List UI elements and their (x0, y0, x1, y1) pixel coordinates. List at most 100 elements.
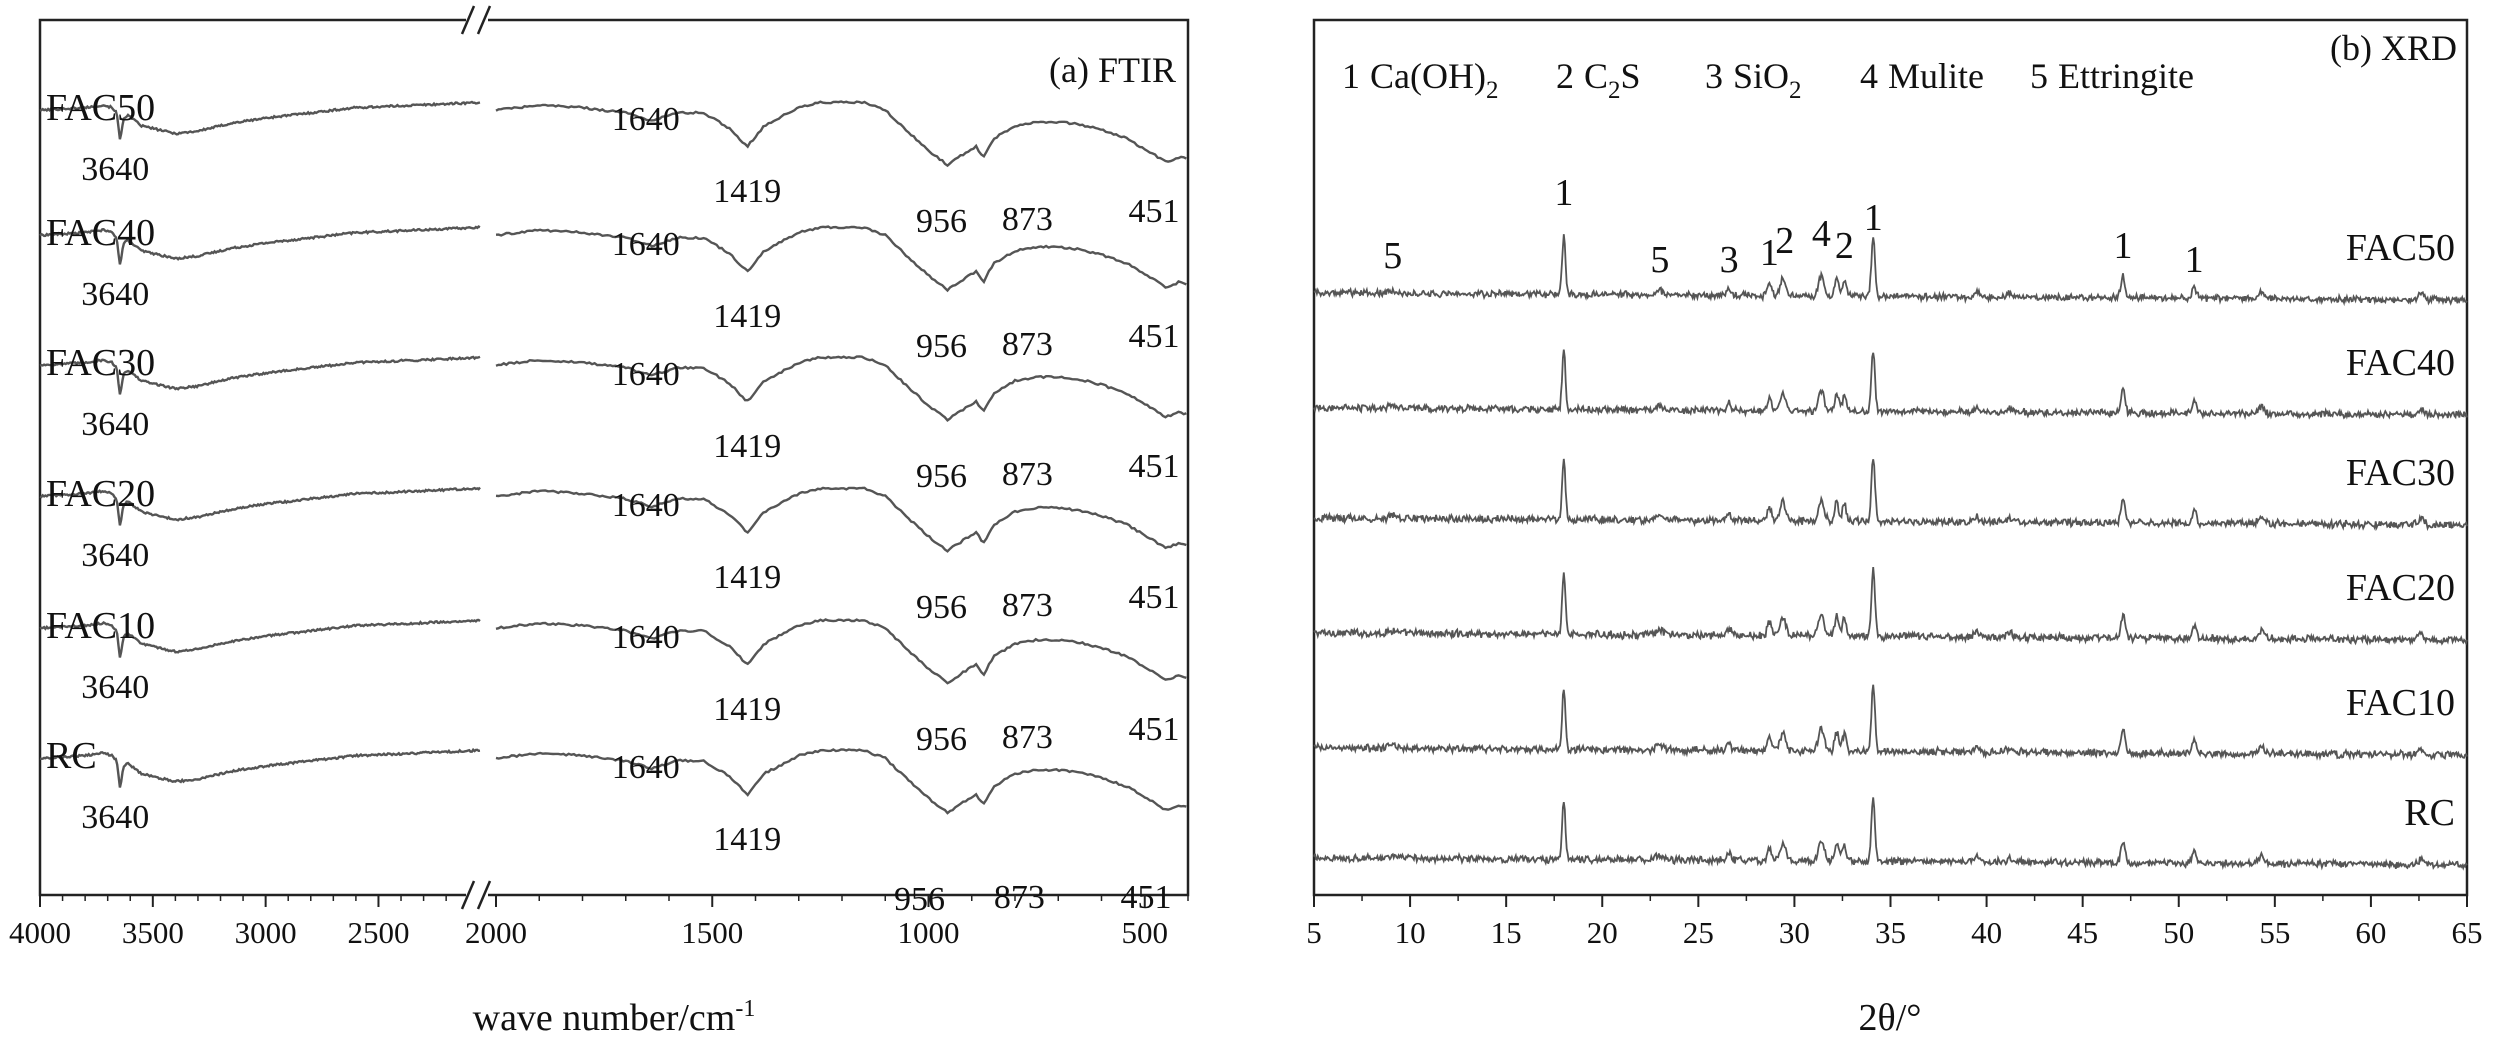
xrd-x-tick-label-15: 15 (1491, 915, 1522, 950)
ftir-axis-break-mark (476, 880, 492, 910)
xrd-legend-item-2: 2 C2S (1556, 56, 1641, 104)
xrd-peak-marker-5: 5 (1383, 235, 1402, 277)
xrd-peak-marker-1: 1 (1554, 172, 1573, 214)
ftir-curve-fac50-seg2 (495, 100, 1187, 168)
ftir-curve-fac40-seg1 (39, 225, 481, 265)
ftir-peak-label-fac10-956: 956 (916, 721, 967, 758)
ftir-series-label-fac50: FAC50 (46, 87, 155, 129)
ftir-axis-break-mark (476, 5, 492, 35)
ftir-series-label-fac20: FAC20 (46, 473, 155, 515)
ftir-curve-fac10-seg2 (495, 618, 1187, 685)
xrd-peak-marker-3: 3 (1720, 239, 1739, 281)
ftir-curve-fac40-seg2 (495, 225, 1187, 293)
ftir-x-tick-label-4000: 4000 (9, 915, 71, 950)
ftir-x-tick-label-2500: 2500 (347, 915, 409, 950)
xrd-x-tick-label-35: 35 (1875, 915, 1906, 950)
xrd-legend-number: 5 (2030, 56, 2048, 96)
xrd-x-axis: 5 10 15 20 25 30 35 40 45 50 55 60 65 (1306, 895, 2483, 950)
xrd-peak-marker-2: 2 (1775, 220, 1794, 262)
ftir-series-label-rc: RC (46, 735, 97, 777)
ftir-plot-frame (38, 18, 1190, 897)
xrd-legend-item-1: 1 Ca(OH)2 (1342, 56, 1498, 104)
ftir-series-label-fac40: FAC40 (46, 212, 155, 254)
ftir-peak-label-fac20-873: 873 (1002, 587, 1053, 624)
xrd-legend-subscript: 2 (1486, 77, 1499, 104)
xrd-legend-number: 2 (1556, 56, 1574, 96)
xrd-peak-marker-4: 4 (1812, 213, 1831, 255)
ftir-curve-fac10-seg1 (39, 618, 481, 658)
ftir-axis-break-mark (460, 5, 476, 35)
xrd-curve-fac30 (1313, 458, 2468, 532)
xrd-legend-number: 1 (1342, 56, 1360, 96)
xrd-series-label-fac50: FAC50 (2346, 227, 2455, 269)
ftir-peak-label-rc-1419: 1419 (713, 821, 781, 858)
xrd-curve-fac40 (1313, 349, 2468, 421)
ftir-peak-label-fac50-1419: 1419 (713, 173, 781, 210)
xrd-x-tick-label-25: 25 (1683, 915, 1714, 950)
ftir-x-tick-label-1500: 1500 (681, 915, 743, 950)
xrd-peak-marker-5: 5 (1650, 239, 1669, 281)
ftir-peak-label-fac20-451: 451 (1128, 579, 1179, 616)
xrd-legend-tail: S (1621, 56, 1641, 96)
ftir-peak-label-fac30-956: 956 (916, 458, 967, 495)
ftir-peak-label-fac10-1419: 1419 (713, 691, 781, 728)
ftir-peak-label-rc-873: 873 (994, 879, 1045, 916)
xrd-x-tick-label-20: 20 (1587, 915, 1618, 950)
ftir-panel-title: (a) FTIR (1049, 50, 1176, 90)
ftir-peak-label-fac50-956: 956 (916, 203, 967, 240)
ftir-peak-label-rc-1640: 1640 (612, 749, 680, 786)
ftir-x-tick-label-500: 500 (1122, 915, 1169, 950)
xrd-series-label-rc: RC (2404, 792, 2455, 834)
xrd-legend-item-5: 5 Ettringite (2030, 56, 2194, 96)
xrd-series-label-fac20: FAC20 (2346, 567, 2455, 609)
xrd-curve-fac20 (1313, 567, 2468, 646)
ftir-curve-fac30-seg2 (495, 355, 1187, 423)
xrd-plot-frame (1312, 18, 2469, 897)
ftir-peak-label-fac40-873: 873 (1002, 326, 1053, 363)
ftir-curve-rc-seg2 (495, 748, 1187, 815)
xrd-x-tick-label-40: 40 (1971, 915, 2002, 950)
ftir-x-tick-label-3500: 3500 (122, 915, 184, 950)
xrd-legend-name: SiO (1733, 56, 1789, 96)
ftir-peak-label-rc-956: 956 (894, 881, 945, 918)
ftir-peak-label-fac10-873: 873 (1002, 719, 1053, 756)
xrd-x-tick-label-50: 50 (2163, 915, 2194, 950)
xrd-legend-name: C (1584, 56, 1608, 96)
ftir-peak-label-rc-451: 451 (1120, 879, 1171, 916)
ftir-panel: FAC50 3640 1640 1419 956 873 451 FAC40 3640 1640 1… (9, 5, 1190, 1039)
xrd-curve-fac10 (1313, 684, 2468, 762)
ftir-curve-fac30-seg1 (39, 355, 481, 395)
ftir-peak-label-fac40-1419: 1419 (713, 298, 781, 335)
ftir-peak-label-fac20-3640: 3640 (81, 537, 149, 574)
ftir-x-axis-title-sup: -1 (735, 996, 755, 1022)
xrd-legend-name: Mulite (1888, 56, 1984, 96)
xrd-curve-rc (1313, 797, 2468, 871)
ftir-x-axis-title-base: wave number/cm (473, 997, 736, 1039)
ftir-peak-label-fac30-1419: 1419 (713, 428, 781, 465)
ftir-x-axis-title: wave number/cm-1 (473, 996, 756, 1039)
ftir-peak-label-fac20-1640: 1640 (612, 487, 680, 524)
ftir-axis-break-mark (460, 880, 476, 910)
xrd-legend-item-4: 4 Mulite (1860, 56, 1984, 96)
ftir-x-axis: 4000 3500 3000 2500 2000 1500 1000 500 (9, 5, 1189, 950)
ftir-peak-label-fac10-1640: 1640 (612, 619, 680, 656)
xrd-series-label-fac30: FAC30 (2346, 452, 2455, 494)
xrd-legend-name: Ettringite (2058, 56, 2194, 96)
ftir-peak-label-rc-3640: 3640 (81, 799, 149, 836)
ftir-curve-fac50-seg1 (39, 100, 481, 140)
xrd-legend-subscript: 2 (1608, 77, 1621, 104)
ftir-x-tick-label-3000: 3000 (235, 915, 297, 950)
xrd-legend-number: 3 (1705, 56, 1723, 96)
xrd-curve-fac50 (1313, 234, 2468, 307)
ftir-curve-fac20-seg2 (495, 486, 1187, 553)
ftir-peak-label-fac40-956: 956 (916, 328, 967, 365)
ftir-peak-label-fac30-451: 451 (1128, 448, 1179, 485)
xrd-legend: 1 Ca(OH)2 2 C2S 3 SiO2 4 Mulite 5 Ettringite (1342, 56, 2194, 104)
ftir-peak-label-fac50-873: 873 (1002, 201, 1053, 238)
ftir-curve-fac20-seg1 (39, 486, 481, 526)
xrd-panel-title: (b) XRD (2330, 28, 2457, 68)
xrd-x-tick-label-45: 45 (2067, 915, 2098, 950)
